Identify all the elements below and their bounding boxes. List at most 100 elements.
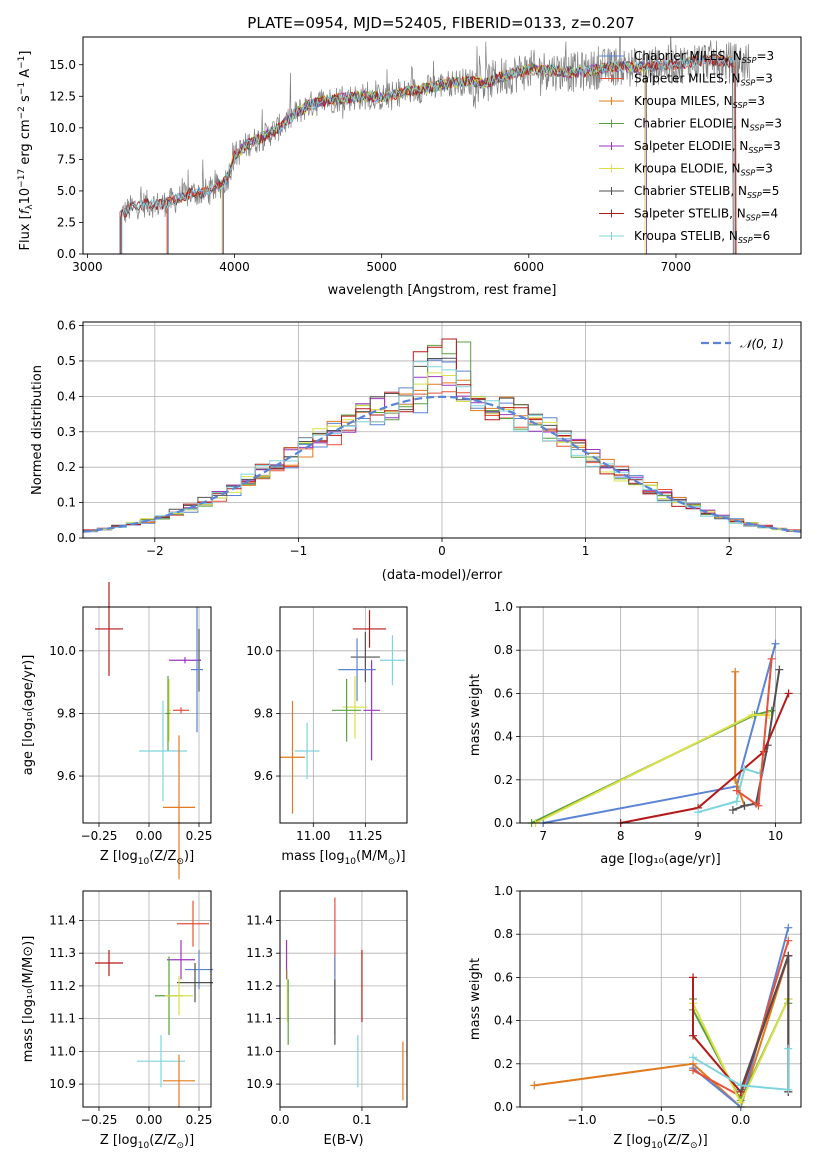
age-vs-Z-xlabel: Z [log10(Z/Z⊙)] xyxy=(100,849,194,867)
mass-vs-Z-xtick-label: 0.25 xyxy=(186,1113,213,1127)
mass-vs-ebv-errorbars xyxy=(285,897,404,1101)
age-vs-mass-xlabel: mass [log10(M/M⊙)] xyxy=(281,849,405,867)
ylabel-A: A xyxy=(18,69,33,82)
mass-vs-Z-frame xyxy=(82,890,212,1108)
mass-vs-Z-xtick-label: −0.25 xyxy=(81,1113,118,1127)
age-vs-Z-axes: −0.25 0.00 0.25 9.6 9.8 10.0 xyxy=(49,607,212,843)
spectrum-ytick-label: 7.5 xyxy=(57,152,76,166)
weight-vs-Z-xlabel: Z [log10(Z/Z⊙)] xyxy=(613,1133,707,1151)
residuals-ytick-label: 0.1 xyxy=(57,496,76,510)
legend-entry-value: =3 xyxy=(747,94,765,108)
mass-vs-Z-ytick-label: 11.3 xyxy=(49,946,76,960)
weight-vs-Z-xtick-label: 0.0 xyxy=(731,1113,750,1127)
legend-entry-sub: SSP xyxy=(748,146,763,155)
legend-entry: Kroupa ELODIE, NSSP=3 xyxy=(634,162,773,178)
weight-vs-age-ytick-label: 0.8 xyxy=(494,643,513,657)
spectrum-ytick-label: 0.0 xyxy=(57,247,76,261)
ylabel-exp4: −1 xyxy=(17,56,27,69)
mass-vs-Z-ytick-label: 11.2 xyxy=(49,979,76,993)
xlabel-post: (Z/Z xyxy=(149,1133,176,1148)
legend-entry-value: =4 xyxy=(760,207,778,221)
mass-vs-Z-ytick-label: 11.4 xyxy=(49,913,76,927)
mass-vs-Z-ytick-label: 11.1 xyxy=(49,1012,76,1026)
weight-vs-Z-xtick-label: −1.0 xyxy=(567,1113,596,1127)
legend-entry-value: =3 xyxy=(755,72,773,86)
legend-entry-value: =3 xyxy=(763,139,781,153)
mass-vs-ebv-frame xyxy=(279,890,408,1108)
weight-vs-age-ytick-label: 0.0 xyxy=(494,816,513,830)
xlabel-sub2: ⊙ xyxy=(690,1141,698,1151)
xlabel-sub: 10 xyxy=(138,857,150,867)
mass-vs-Z-ytick-label: 11.0 xyxy=(49,1044,76,1058)
weight-vs-age-xtick-label: 8 xyxy=(617,829,625,843)
weight-vs-Z-ytick-label: 1.0 xyxy=(494,884,513,898)
weight-vs-age-xtick-label: 10 xyxy=(768,829,783,843)
spectrum-xtick-label: 3000 xyxy=(72,260,103,274)
legend-entry: Kroupa STELIB, NSSP=6 xyxy=(634,229,770,245)
mass-vs-ebv-ytick-label: 10.9 xyxy=(246,1077,273,1091)
mass-vs-ebv-ytick-label: 11.1 xyxy=(246,1012,273,1026)
weight-line-salpeter-stelib xyxy=(620,693,790,824)
residual-hist-kroupa-stelib xyxy=(83,361,801,533)
ylabel-exp2: −2 xyxy=(17,106,27,119)
age-vs-Z-ylabel: age [log₁₀(age/yr)] xyxy=(21,655,36,776)
age-vs-Z-errorbars xyxy=(95,581,203,880)
weight-vs-Z-ytick-label: 0.6 xyxy=(494,970,513,984)
legend-entry-sub: SSP xyxy=(738,236,753,245)
legend-entry: Chabrier STELIB, NSSP=5 xyxy=(634,184,779,200)
residuals-hists xyxy=(83,338,801,534)
xlabel-post: (M/M xyxy=(356,849,388,864)
xlabel-end: )] xyxy=(184,849,194,864)
residuals-xtick-label: −2 xyxy=(146,544,164,558)
residuals-xtick-label: −1 xyxy=(290,544,308,558)
weight-vs-age-ytick-label: 1.0 xyxy=(494,600,513,614)
residuals-xtick-label: 2 xyxy=(725,544,733,558)
age-vs-Z-xtick-label: 0.25 xyxy=(186,829,213,843)
spectrum-ytick-label: 15.0 xyxy=(49,58,76,72)
spectrum-frame xyxy=(82,36,802,255)
legend-entry-value: =6 xyxy=(753,229,771,243)
legend-entry-value: =3 xyxy=(755,162,773,176)
spectrum-ytick-label: 12.5 xyxy=(49,89,76,103)
mass-vs-ebv-xlabel: E(B-V) xyxy=(323,1133,363,1148)
weight-line-kroupa-stelib xyxy=(697,767,761,814)
weight-vs-age-xtick-label: 7 xyxy=(539,829,547,843)
mass-vs-Z-ytick-label: 10.9 xyxy=(49,1077,76,1091)
legend-entry-sub: SSP xyxy=(750,124,765,133)
residuals-ytick-label: 0.0 xyxy=(57,531,76,545)
weight-vs-age-axes: 7 8 9 10 0.0 0.2 0.4 0.6 0.8 1.0 xyxy=(494,600,801,843)
figure-title: PLATE=0954, MJD=52405, FIBERID=0133, z=0… xyxy=(247,14,634,32)
plots-layer: 3000 4000 5000 6000 70000.02.55.07.510.012.5… xyxy=(17,36,802,1151)
weight-vs-age-xlabel: age [log₁₀(age/yr)] xyxy=(600,852,721,867)
age-vs-mass-ytick-label: 9.6 xyxy=(254,769,273,783)
residuals-legend-label: 𝒩(0, 1) xyxy=(740,337,784,351)
xlabel-end: )] xyxy=(395,849,405,864)
mass-vs-Z-xtick-label: 0.00 xyxy=(136,1113,163,1127)
age-vs-Z-xtick-label: 0.00 xyxy=(136,829,163,843)
xlabel-pre: Z [log xyxy=(613,1133,651,1148)
xlabel-end: )] xyxy=(698,1133,708,1148)
weight-line-kroupa-stelib xyxy=(692,1048,790,1091)
spectrum-ytick-label: 2.5 xyxy=(57,215,76,229)
residuals-frame xyxy=(82,321,802,539)
legend-entry-name: Salpeter MILES, N xyxy=(634,72,741,86)
age-vs-mass-ytick-label: 10.0 xyxy=(246,644,273,658)
residuals-ytick-label: 0.5 xyxy=(57,354,76,368)
age-vs-Z-xtick-label: −0.25 xyxy=(81,829,118,843)
legend-entry-name: Salpeter STELIB, N xyxy=(634,207,746,221)
legend-entry-sub: SSP xyxy=(742,56,757,65)
spectrum-model-salpeter-stelib xyxy=(120,54,736,254)
xlabel-pre: Z [log xyxy=(100,849,138,864)
legend-entry: Chabrier MILES, NSSP=3 xyxy=(634,49,774,65)
legend-entry-value: =3 xyxy=(756,49,774,63)
ylabel-f: f xyxy=(18,207,33,214)
spectrum-ylabel: Flux [fλ10−17 erg cm−2 s−1 A−1] xyxy=(17,51,35,251)
weight-vs-Z-frame xyxy=(519,890,802,1108)
weight-vs-age-ytick-label: 0.2 xyxy=(494,773,513,787)
residuals-xlabel: (data-model)/error xyxy=(382,568,503,583)
legend-entry: Chabrier ELODIE, NSSP=3 xyxy=(634,117,782,133)
age-vs-mass-xtick-label: 11.00 xyxy=(296,829,330,843)
residuals-xtick-label: 1 xyxy=(582,544,590,558)
age-vs-Z-ytick-label: 9.8 xyxy=(57,706,76,720)
